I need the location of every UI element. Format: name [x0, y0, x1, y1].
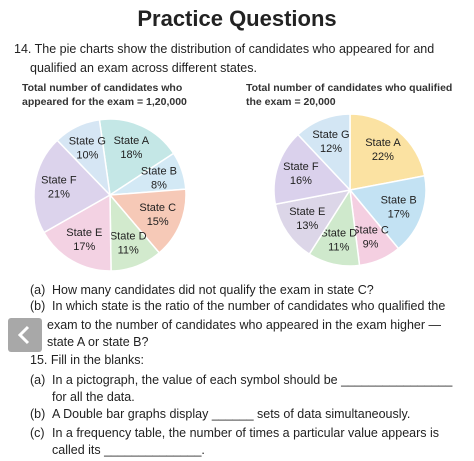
slice-name: State E: [289, 206, 325, 218]
slice-name: State D: [110, 230, 147, 242]
pie-slice: [296, 113, 351, 192]
question-text: How many candidates did not qualify the …: [52, 283, 374, 297]
slice-name: State G: [312, 129, 349, 141]
pie-slice: [98, 118, 175, 197]
slice-percent: 15%: [147, 216, 169, 228]
label: (a): [30, 283, 46, 297]
pie-slice: [42, 193, 112, 272]
question-text: In a frequency table, the number of time…: [52, 426, 440, 440]
slice-percent: 10%: [76, 149, 98, 161]
question-text: In which state is the ratio of the numbe…: [52, 299, 446, 313]
question-text: qualified an exam across different state…: [30, 61, 257, 75]
question-text: called its ______________.: [52, 443, 205, 457]
slice-name: State E: [66, 227, 102, 239]
pie-slice: [33, 139, 112, 234]
question-text: state A or state B?: [47, 335, 149, 349]
question-text: A Double bar graphs display ______ sets …: [52, 407, 411, 421]
slice-name: State B: [141, 165, 177, 177]
slice-percent: 17%: [73, 241, 95, 253]
slice-name: State F: [41, 175, 77, 187]
pie-slice: [274, 188, 352, 256]
slice-percent: 17%: [388, 208, 410, 220]
pie-slice: [273, 133, 352, 206]
pie-slice: [56, 118, 112, 198]
slice-percent: 21%: [48, 189, 70, 201]
back-icon: [17, 325, 30, 345]
slice-name: State B: [381, 194, 417, 206]
pie-slice: [108, 188, 187, 254]
slice-percent: 22%: [372, 151, 394, 163]
pie-caption: Total number of candidates who qualified: [246, 82, 453, 94]
pie-caption: the exam = 20,000: [246, 96, 336, 108]
pie-slice: [349, 113, 426, 191]
slice-percent: 9%: [363, 238, 379, 250]
question-text: In a pictograph, the value of each symbo…: [52, 373, 453, 387]
slice-percent: 13%: [296, 220, 318, 232]
label: (b): [30, 299, 46, 313]
slice-name: State A: [114, 135, 150, 147]
back-button[interactable]: [8, 318, 42, 352]
slice-percent: 16%: [290, 175, 312, 187]
slice-name: State A: [365, 137, 401, 149]
pie-charts: State A18%State B8%State C15%State D11%S…: [33, 113, 427, 272]
pie-caption: appeared for the exam = 1,20,000: [22, 96, 187, 108]
slice-name: State F: [283, 161, 319, 173]
pie-caption: Total number of candidates who: [22, 82, 183, 94]
label: (c): [30, 426, 45, 440]
heading: 15. Fill in the blanks:: [30, 353, 144, 367]
slice-name: State D: [320, 227, 357, 239]
pie-slice: [348, 174, 427, 250]
slice-percent: 8%: [151, 179, 167, 191]
slice-name: State G: [69, 135, 106, 147]
slice-percent: 18%: [120, 149, 142, 161]
question-text: exam to the number of candidates who app…: [47, 318, 441, 332]
title: Practice Questions: [137, 6, 337, 31]
slice-percent: 11%: [118, 244, 139, 256]
label: (a): [30, 373, 46, 387]
question-text: 14. The pie charts show the distribution…: [14, 42, 435, 56]
slice-name: State C: [139, 202, 176, 214]
slice-percent: 12%: [320, 143, 342, 155]
label: (b): [30, 407, 46, 421]
slice-percent: 11%: [328, 241, 349, 253]
question-text: for all the data.: [52, 390, 135, 404]
slice-name: State C: [352, 224, 389, 236]
